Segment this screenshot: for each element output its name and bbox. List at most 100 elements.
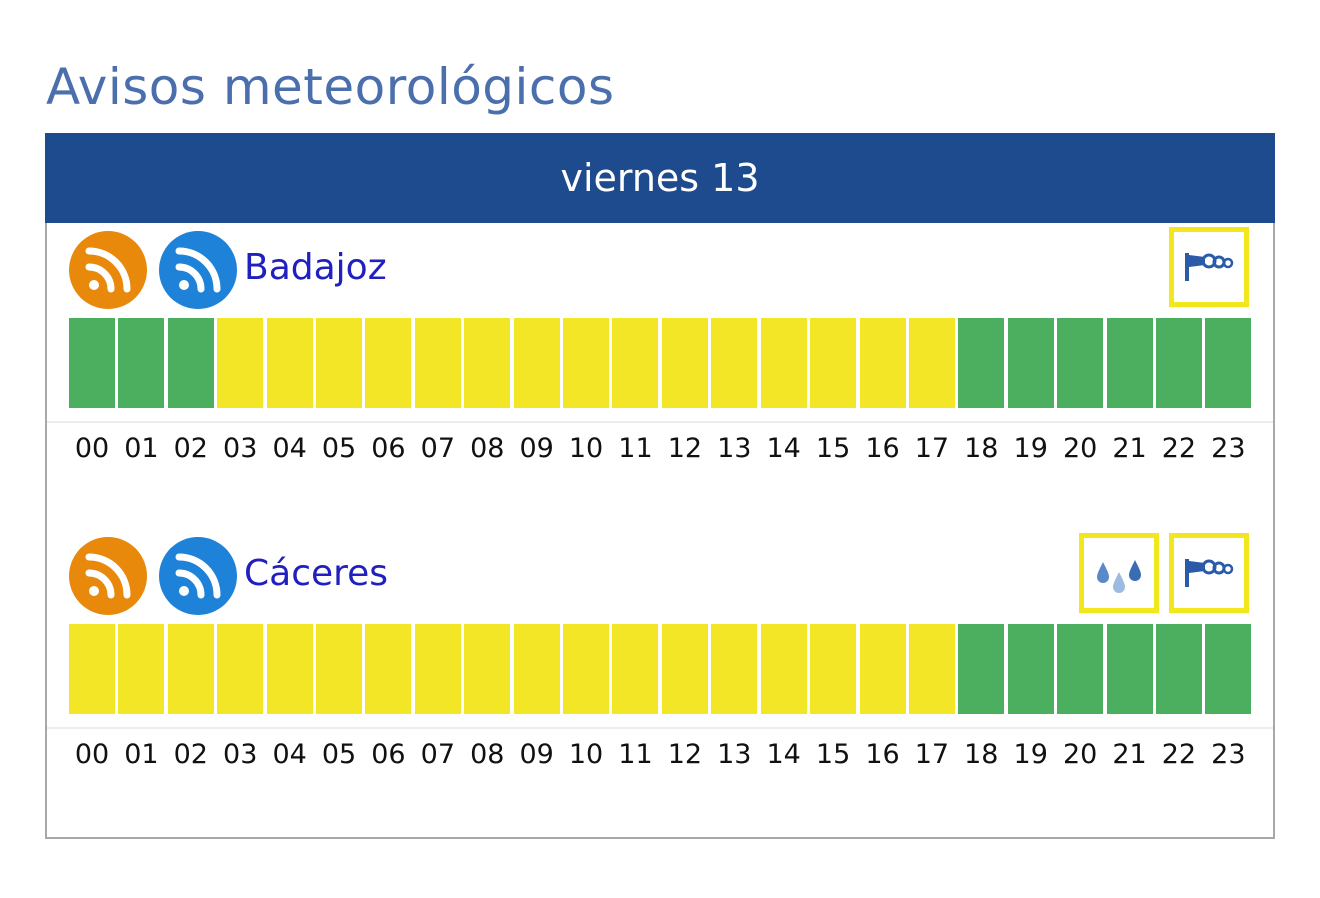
hour-label: 09 xyxy=(519,433,554,464)
hour-level-cell-green[interactable] xyxy=(1155,624,1202,714)
hour-label: 01 xyxy=(124,739,159,770)
hour-level-cell-green[interactable] xyxy=(1007,624,1054,714)
hour-label: 16 xyxy=(865,433,900,464)
hour-level-cell-green[interactable] xyxy=(1057,318,1104,408)
hour-level-cell-yellow[interactable] xyxy=(414,318,461,408)
hour-level-cell-green[interactable] xyxy=(167,318,214,408)
hour-level-cell-yellow[interactable] xyxy=(414,624,461,714)
hour-level-cell-yellow[interactable] xyxy=(760,318,807,408)
rss-orange-icon[interactable] xyxy=(69,537,147,615)
hour-label: 21 xyxy=(1112,739,1147,770)
rss-blue-icon[interactable] xyxy=(159,231,237,309)
hour-label: 21 xyxy=(1112,433,1147,464)
region-name-link[interactable]: Badajoz xyxy=(244,247,387,288)
hour-label: 15 xyxy=(815,739,851,770)
hour-label: 18 xyxy=(964,739,999,770)
hour-level-cell-yellow[interactable] xyxy=(69,624,115,714)
hour-level-cell-yellow[interactable] xyxy=(859,318,906,408)
hour-label: 08 xyxy=(470,739,505,770)
hour-label: 10 xyxy=(568,739,604,770)
rss-orange-icon[interactable] xyxy=(69,231,147,309)
hour-label: 12 xyxy=(667,739,703,770)
hour-level-cell-green[interactable] xyxy=(1155,318,1202,408)
hour-label: 22 xyxy=(1161,739,1197,770)
divider xyxy=(47,727,1273,729)
hour-level-cell-yellow[interactable] xyxy=(464,318,511,408)
hour-level-cell-yellow[interactable] xyxy=(612,624,659,714)
hour-label: 23 xyxy=(1211,433,1246,464)
hour-label: 08 xyxy=(470,433,505,464)
day-header: viernes 13 xyxy=(45,133,1275,223)
wind-warning-icon[interactable] xyxy=(1169,533,1249,613)
hour-level-cell-yellow[interactable] xyxy=(365,624,412,714)
hour-level-cell-yellow[interactable] xyxy=(711,624,758,714)
hour-level-cell-yellow[interactable] xyxy=(513,624,560,714)
hour-level-cell-yellow[interactable] xyxy=(513,318,560,408)
hour-level-cell-yellow[interactable] xyxy=(760,624,807,714)
hour-level-cell-yellow[interactable] xyxy=(563,624,610,714)
hour-level-cell-yellow[interactable] xyxy=(711,318,758,408)
hour-level-cell-green[interactable] xyxy=(1057,624,1104,714)
hour-level-cell-yellow[interactable] xyxy=(612,318,659,408)
hour-level-cell-yellow[interactable] xyxy=(365,318,412,408)
hour-label: 07 xyxy=(420,739,456,770)
hour-label: 20 xyxy=(1062,739,1098,770)
hour-label: 00 xyxy=(74,433,110,464)
hour-level-cell-yellow[interactable] xyxy=(908,624,955,714)
hour-level-cell-yellow[interactable] xyxy=(661,318,708,408)
hour-label: 10 xyxy=(568,433,604,464)
hour-level-cell-yellow[interactable] xyxy=(908,318,955,408)
hour-label: 03 xyxy=(223,433,258,464)
page-title: Avisos meteorológicos xyxy=(46,58,615,116)
hour-label: 05 xyxy=(321,433,357,464)
hour-level-cell-yellow[interactable] xyxy=(810,318,857,408)
hour-labels: 00 01 02 03 04 05 06 07 08 09 10 11 12 1… xyxy=(69,735,1255,775)
hour-label: 22 xyxy=(1161,433,1197,464)
hour-level-cell-yellow[interactable] xyxy=(859,624,906,714)
hour-level-cell-yellow[interactable] xyxy=(661,624,708,714)
hour-level-cell-yellow[interactable] xyxy=(217,318,264,408)
hour-label: 04 xyxy=(272,433,307,464)
wind-warning-icon[interactable] xyxy=(1169,227,1249,307)
hour-label: 11 xyxy=(618,433,653,464)
hour-level-cell-yellow[interactable] xyxy=(316,318,363,408)
hour-level-cell-green[interactable] xyxy=(958,318,1005,408)
hour-level-cell-green[interactable] xyxy=(1007,318,1054,408)
hour-label: 13 xyxy=(717,739,752,770)
hour-label: 19 xyxy=(1013,433,1048,464)
hour-level-cell-yellow[interactable] xyxy=(464,624,511,714)
hour-level-cell-yellow[interactable] xyxy=(118,624,165,714)
hour-label: 04 xyxy=(272,739,307,770)
hour-labels: 00 01 02 03 04 05 06 07 08 09 10 11 12 1… xyxy=(69,429,1255,469)
hour-label: 02 xyxy=(173,433,208,464)
hour-level-cell-green[interactable] xyxy=(1106,624,1153,714)
rain-warning-icon[interactable] xyxy=(1079,533,1159,613)
hour-level-cell-green[interactable] xyxy=(1106,318,1153,408)
hour-label: 00 xyxy=(74,739,110,770)
hour-label: 06 xyxy=(371,739,406,770)
day-label: viernes 13 xyxy=(560,156,760,200)
region-name-link[interactable]: Cáceres xyxy=(244,553,389,594)
hour-level-cell-yellow[interactable] xyxy=(217,624,264,714)
hour-label: 20 xyxy=(1062,433,1098,464)
hour-level-cell-green[interactable] xyxy=(958,624,1005,714)
hour-level-cell-yellow[interactable] xyxy=(810,624,857,714)
hour-level-cell-yellow[interactable] xyxy=(316,624,363,714)
hour-label: 13 xyxy=(717,433,752,464)
hour-level-cell-yellow[interactable] xyxy=(563,318,610,408)
hourly-level-bar xyxy=(69,318,1255,408)
hour-label: 14 xyxy=(766,739,801,770)
rss-blue-icon[interactable] xyxy=(159,537,237,615)
hour-level-cell-green[interactable] xyxy=(1205,318,1252,408)
hour-label: 23 xyxy=(1211,739,1246,770)
hour-level-cell-green[interactable] xyxy=(118,318,165,408)
hour-label: 14 xyxy=(766,433,801,464)
hour-level-cell-yellow[interactable] xyxy=(167,624,214,714)
hour-level-cell-yellow[interactable] xyxy=(266,624,313,714)
hour-label: 17 xyxy=(914,433,950,464)
hour-level-cell-green[interactable] xyxy=(1205,624,1252,714)
hour-label: 12 xyxy=(667,433,703,464)
hour-level-cell-yellow[interactable] xyxy=(266,318,313,408)
hour-label: 01 xyxy=(124,433,159,464)
hour-level-cell-green[interactable] xyxy=(69,318,115,408)
